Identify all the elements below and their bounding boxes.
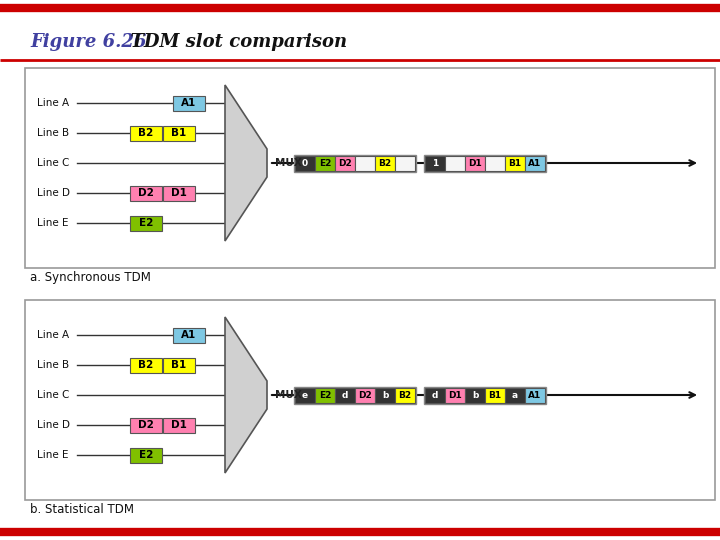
Bar: [130, 215, 162, 231]
Text: Line D: Line D: [37, 188, 70, 198]
Bar: [485, 156, 505, 171]
Bar: [295, 388, 315, 402]
Bar: [445, 388, 465, 402]
Text: a. Synchronous TDM: a. Synchronous TDM: [30, 271, 151, 284]
Text: d: d: [432, 390, 438, 400]
Text: B1: B1: [488, 390, 502, 400]
Text: A1: A1: [181, 98, 197, 108]
Bar: [425, 156, 445, 171]
Text: B1: B1: [171, 128, 186, 138]
Text: Figure 6.26: Figure 6.26: [30, 33, 146, 51]
Bar: [173, 96, 205, 111]
Text: A1: A1: [528, 390, 541, 400]
Bar: [130, 448, 162, 462]
Bar: [130, 417, 162, 433]
Text: B2: B2: [379, 159, 392, 167]
Text: MUX: MUX: [275, 158, 302, 168]
Bar: [130, 125, 162, 140]
Text: E2: E2: [319, 159, 331, 167]
Polygon shape: [225, 85, 267, 241]
Text: B2: B2: [138, 128, 153, 138]
Text: TDM slot comparison: TDM slot comparison: [118, 33, 347, 51]
Bar: [130, 357, 162, 373]
Bar: [375, 156, 395, 171]
Bar: [355, 156, 375, 171]
Text: Line E: Line E: [37, 450, 68, 460]
Bar: [294, 154, 416, 172]
Bar: [294, 387, 416, 403]
Text: e: e: [302, 390, 308, 400]
Bar: [335, 156, 355, 171]
Text: Line B: Line B: [37, 128, 69, 138]
Bar: [25, 68, 715, 268]
Text: B2: B2: [138, 360, 153, 370]
Text: D2: D2: [358, 390, 372, 400]
Text: b: b: [472, 390, 478, 400]
Bar: [505, 388, 525, 402]
Bar: [424, 154, 546, 172]
Bar: [315, 156, 335, 171]
Text: d: d: [342, 390, 348, 400]
Bar: [335, 388, 355, 402]
Bar: [525, 156, 545, 171]
Text: Line A: Line A: [37, 330, 69, 340]
Bar: [395, 388, 415, 402]
Bar: [424, 387, 546, 403]
Bar: [25, 300, 715, 500]
Text: E2: E2: [319, 390, 331, 400]
Text: a: a: [512, 390, 518, 400]
Text: B2: B2: [398, 390, 412, 400]
Text: 0: 0: [302, 159, 308, 167]
Text: B1: B1: [171, 360, 186, 370]
Text: D2: D2: [138, 420, 154, 430]
Bar: [505, 156, 525, 171]
Text: Line A: Line A: [37, 98, 69, 108]
Text: D1: D1: [171, 420, 187, 430]
Bar: [485, 388, 505, 402]
Bar: [130, 186, 162, 200]
Text: A1: A1: [528, 159, 541, 167]
Text: 1: 1: [432, 159, 438, 167]
Text: A1: A1: [181, 330, 197, 340]
Bar: [163, 417, 195, 433]
Bar: [295, 156, 315, 171]
Bar: [315, 388, 335, 402]
Text: Line D: Line D: [37, 420, 70, 430]
Bar: [395, 156, 415, 171]
Text: b: b: [382, 390, 388, 400]
Polygon shape: [225, 317, 267, 473]
Bar: [163, 125, 195, 140]
Bar: [375, 388, 395, 402]
Bar: [465, 156, 485, 171]
Bar: [163, 186, 195, 200]
Text: B1: B1: [508, 159, 521, 167]
Text: D2: D2: [338, 159, 352, 167]
Text: E2: E2: [139, 218, 153, 228]
Bar: [173, 327, 205, 342]
Bar: [425, 388, 445, 402]
Bar: [445, 156, 465, 171]
Text: b. Statistical TDM: b. Statistical TDM: [30, 503, 134, 516]
Text: Line C: Line C: [37, 158, 69, 168]
Text: Line E: Line E: [37, 218, 68, 228]
Bar: [465, 388, 485, 402]
Bar: [525, 388, 545, 402]
Text: Line B: Line B: [37, 360, 69, 370]
Text: MUX: MUX: [275, 390, 302, 400]
Text: D1: D1: [171, 188, 187, 198]
Text: D1: D1: [468, 159, 482, 167]
Text: D1: D1: [448, 390, 462, 400]
Text: D2: D2: [138, 188, 154, 198]
Bar: [163, 357, 195, 373]
Text: E2: E2: [139, 450, 153, 460]
Text: Line C: Line C: [37, 390, 69, 400]
Bar: [355, 388, 375, 402]
